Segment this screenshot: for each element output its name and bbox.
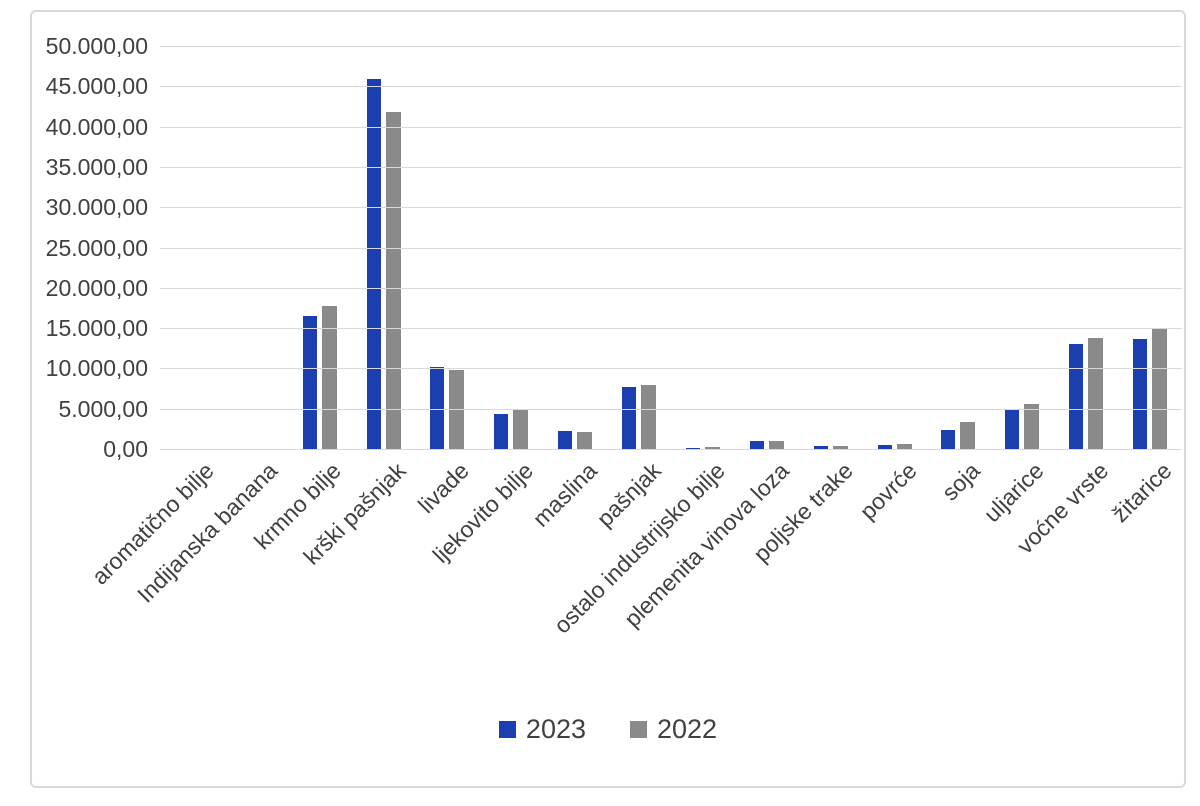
y-axis-tick-label: 10.000,00 xyxy=(45,355,148,381)
bar-2023 xyxy=(1133,339,1147,449)
bar-2023 xyxy=(941,430,955,449)
gridline xyxy=(160,127,1182,128)
bar-2023 xyxy=(750,441,764,449)
bar-2023 xyxy=(1069,344,1083,449)
bar-2023 xyxy=(494,414,508,449)
y-axis-tick-label: 45.000,00 xyxy=(45,73,148,99)
bar-2022 xyxy=(577,432,592,449)
chart-frame: 0,00 5.000,00 10.000,00 15.000,00 20.000,00 2… xyxy=(30,10,1186,788)
bar-2022 xyxy=(386,112,401,449)
bar-2023 xyxy=(814,446,828,449)
y-axis-tick-label: 50.000,00 xyxy=(45,33,148,59)
gridline xyxy=(160,248,1182,249)
bar-2022 xyxy=(1152,328,1167,449)
gridline xyxy=(160,86,1182,87)
gridline xyxy=(160,46,1182,47)
gridline xyxy=(160,409,1182,410)
y-axis-tick-label: 20.000,00 xyxy=(45,275,148,301)
y-axis-tick-label: 0,00 xyxy=(103,436,148,462)
y-axis-tick-label: 30.000,00 xyxy=(45,194,148,220)
bar-2022 xyxy=(769,441,784,449)
x-axis-label: žitarice xyxy=(1106,457,1177,528)
bar-2022 xyxy=(833,446,848,449)
legend-label-2022: 2022 xyxy=(657,714,718,744)
bar-2023 xyxy=(1005,410,1019,449)
x-axis-label: povrće xyxy=(854,457,922,525)
legend-label-2023: 2023 xyxy=(525,714,586,744)
gridline xyxy=(160,288,1182,289)
gridline xyxy=(160,449,1182,450)
bar-2022 xyxy=(322,306,337,449)
bar-2023 xyxy=(303,316,317,449)
y-axis-tick-label: 25.000,00 xyxy=(45,235,148,261)
y-axis-tick-label: 15.000,00 xyxy=(45,315,148,341)
gridline xyxy=(160,368,1182,369)
legend-swatch-2022-icon xyxy=(630,721,647,738)
bar-2023 xyxy=(622,387,636,449)
x-axis-label: livade xyxy=(413,457,475,519)
bar-2022 xyxy=(1088,338,1103,449)
bar-2022 xyxy=(897,444,912,449)
legend-swatch-2023-icon xyxy=(498,721,516,738)
bar-2023 xyxy=(878,445,892,449)
y-axis-tick-label: 35.000,00 xyxy=(45,154,148,180)
bar-2022 xyxy=(1024,404,1039,449)
gridline xyxy=(160,207,1182,208)
y-axis-tick-label: 5.000,00 xyxy=(58,396,148,422)
bar-2022 xyxy=(960,422,975,449)
bar-2022 xyxy=(513,410,528,449)
bar-2023 xyxy=(558,431,572,449)
legend: 2023 2022 xyxy=(32,716,1184,743)
legend-item-2022: 2022 xyxy=(630,716,717,743)
x-axis-label: soja xyxy=(936,457,986,506)
gridline xyxy=(160,167,1182,168)
bar-2023 xyxy=(430,367,444,449)
x-axis-label: maslina xyxy=(527,457,602,532)
bar-2022 xyxy=(705,447,720,449)
legend-item-2023: 2023 xyxy=(498,714,586,744)
y-axis-tick-label: 40.000,00 xyxy=(45,114,148,140)
bar-2023 xyxy=(686,448,700,449)
bar-2023 xyxy=(367,79,381,449)
bar-2022 xyxy=(641,385,656,449)
gridline xyxy=(160,328,1182,329)
